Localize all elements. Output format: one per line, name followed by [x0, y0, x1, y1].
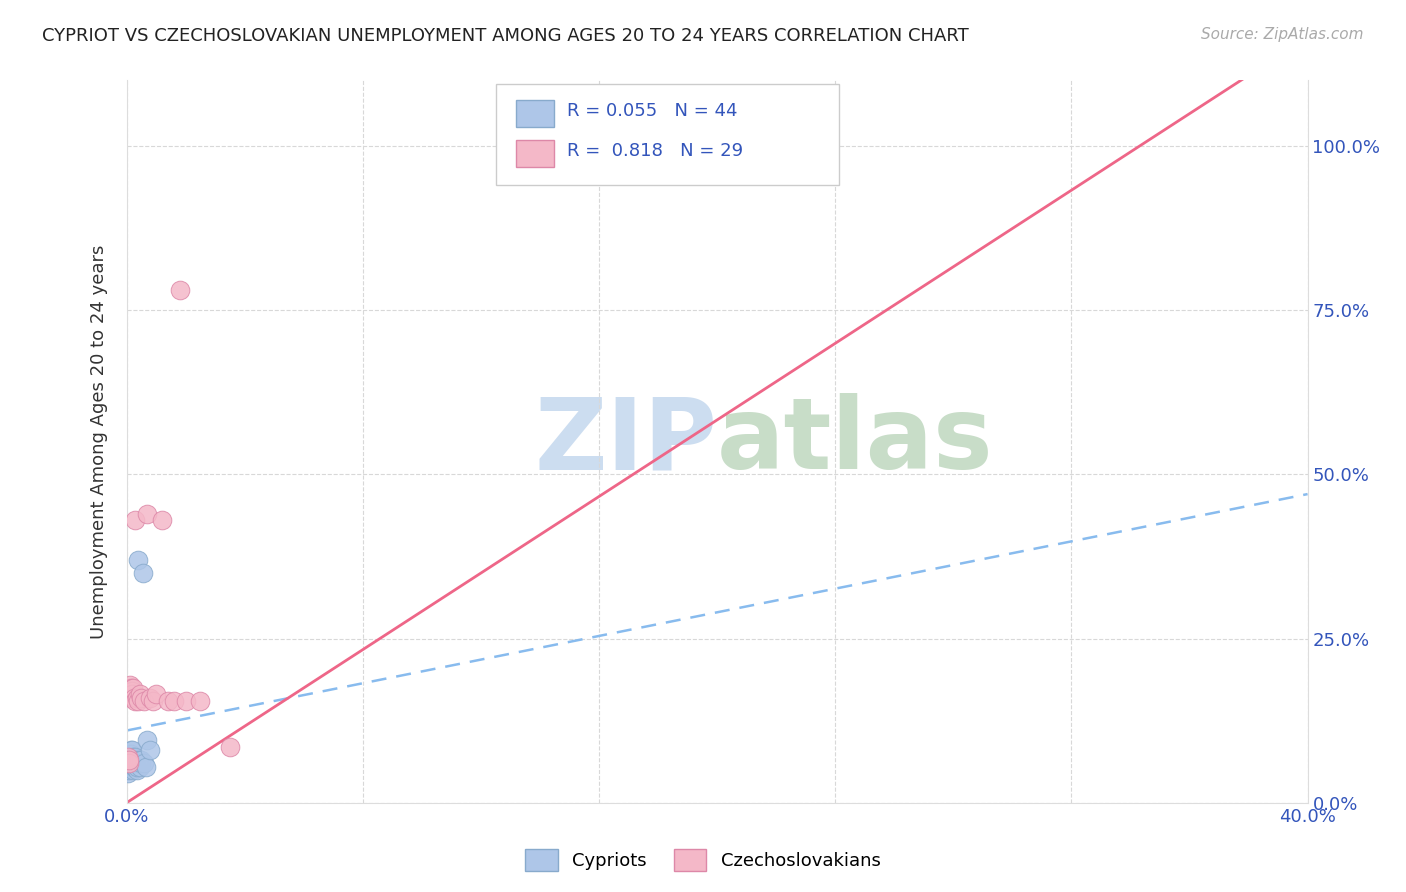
Point	[117, 760, 139, 774]
Point	[120, 681, 142, 695]
Point	[129, 756, 152, 771]
Text: atlas: atlas	[717, 393, 994, 490]
Point	[145, 687, 167, 701]
Point	[134, 694, 156, 708]
Point	[122, 763, 145, 777]
Point	[117, 753, 139, 767]
Point	[117, 749, 139, 764]
Text: CYPRIOT VS CZECHOSLOVAKIAN UNEMPLOYMENT AMONG AGES 20 TO 24 YEARS CORRELATION CH: CYPRIOT VS CZECHOSLOVAKIAN UNEMPLOYMENT …	[42, 27, 969, 45]
Point	[122, 756, 145, 771]
Point	[127, 694, 149, 708]
Point	[118, 756, 141, 771]
Point	[120, 743, 142, 757]
Point	[129, 753, 153, 767]
Y-axis label: Unemployment Among Ages 20 to 24 years: Unemployment Among Ages 20 to 24 years	[90, 244, 108, 639]
Point	[124, 694, 146, 708]
Point	[120, 747, 142, 761]
Text: Source: ZipAtlas.com: Source: ZipAtlas.com	[1201, 27, 1364, 42]
Point	[139, 690, 162, 705]
Point	[136, 507, 159, 521]
Point	[121, 756, 143, 771]
Point	[132, 566, 155, 580]
Point	[134, 756, 156, 771]
Text: R = 0.055   N = 44: R = 0.055 N = 44	[567, 103, 738, 120]
Legend: Cypriots, Czechoslovakians: Cypriots, Czechoslovakians	[517, 842, 889, 879]
Point	[188, 694, 212, 708]
Point	[122, 749, 145, 764]
Point	[118, 749, 141, 764]
Point	[124, 753, 146, 767]
Text: ZIP: ZIP	[534, 393, 717, 490]
Point	[124, 513, 146, 527]
Point	[127, 553, 149, 567]
Point	[122, 760, 145, 774]
Point	[135, 760, 157, 774]
FancyBboxPatch shape	[516, 100, 554, 128]
Point	[139, 743, 162, 757]
Point	[128, 753, 150, 767]
Point	[121, 743, 143, 757]
Text: R =  0.818   N = 29: R = 0.818 N = 29	[567, 142, 744, 160]
Point	[120, 760, 142, 774]
Point	[120, 756, 142, 771]
Point	[142, 694, 165, 708]
Point	[128, 760, 150, 774]
Point	[118, 756, 141, 771]
Point	[118, 753, 141, 767]
Point	[118, 747, 141, 761]
Point	[125, 690, 148, 705]
Point	[121, 760, 143, 774]
Point	[129, 690, 153, 705]
Point	[118, 763, 141, 777]
Point	[120, 690, 142, 705]
Point	[118, 753, 141, 767]
Point	[120, 749, 142, 764]
Point	[127, 756, 149, 771]
Point	[125, 763, 148, 777]
Point	[156, 694, 179, 708]
Point	[163, 694, 186, 708]
Point	[117, 766, 139, 780]
Point	[117, 756, 139, 771]
Point	[117, 753, 139, 767]
Point	[122, 753, 145, 767]
FancyBboxPatch shape	[516, 139, 554, 167]
Point	[150, 513, 173, 527]
Point	[120, 677, 142, 691]
Point	[121, 753, 143, 767]
Point	[122, 681, 145, 695]
Point	[219, 739, 242, 754]
Point	[121, 756, 143, 771]
Point	[121, 684, 143, 698]
Point	[127, 760, 149, 774]
Point	[115, 763, 138, 777]
Point	[136, 733, 159, 747]
Point	[174, 694, 197, 708]
FancyBboxPatch shape	[496, 84, 839, 185]
Point	[169, 284, 191, 298]
Point	[122, 690, 145, 705]
Point	[117, 749, 139, 764]
Point	[117, 760, 139, 774]
Point	[125, 756, 148, 771]
Point	[124, 749, 146, 764]
Point	[128, 687, 150, 701]
Point	[121, 687, 143, 701]
Point	[124, 760, 146, 774]
